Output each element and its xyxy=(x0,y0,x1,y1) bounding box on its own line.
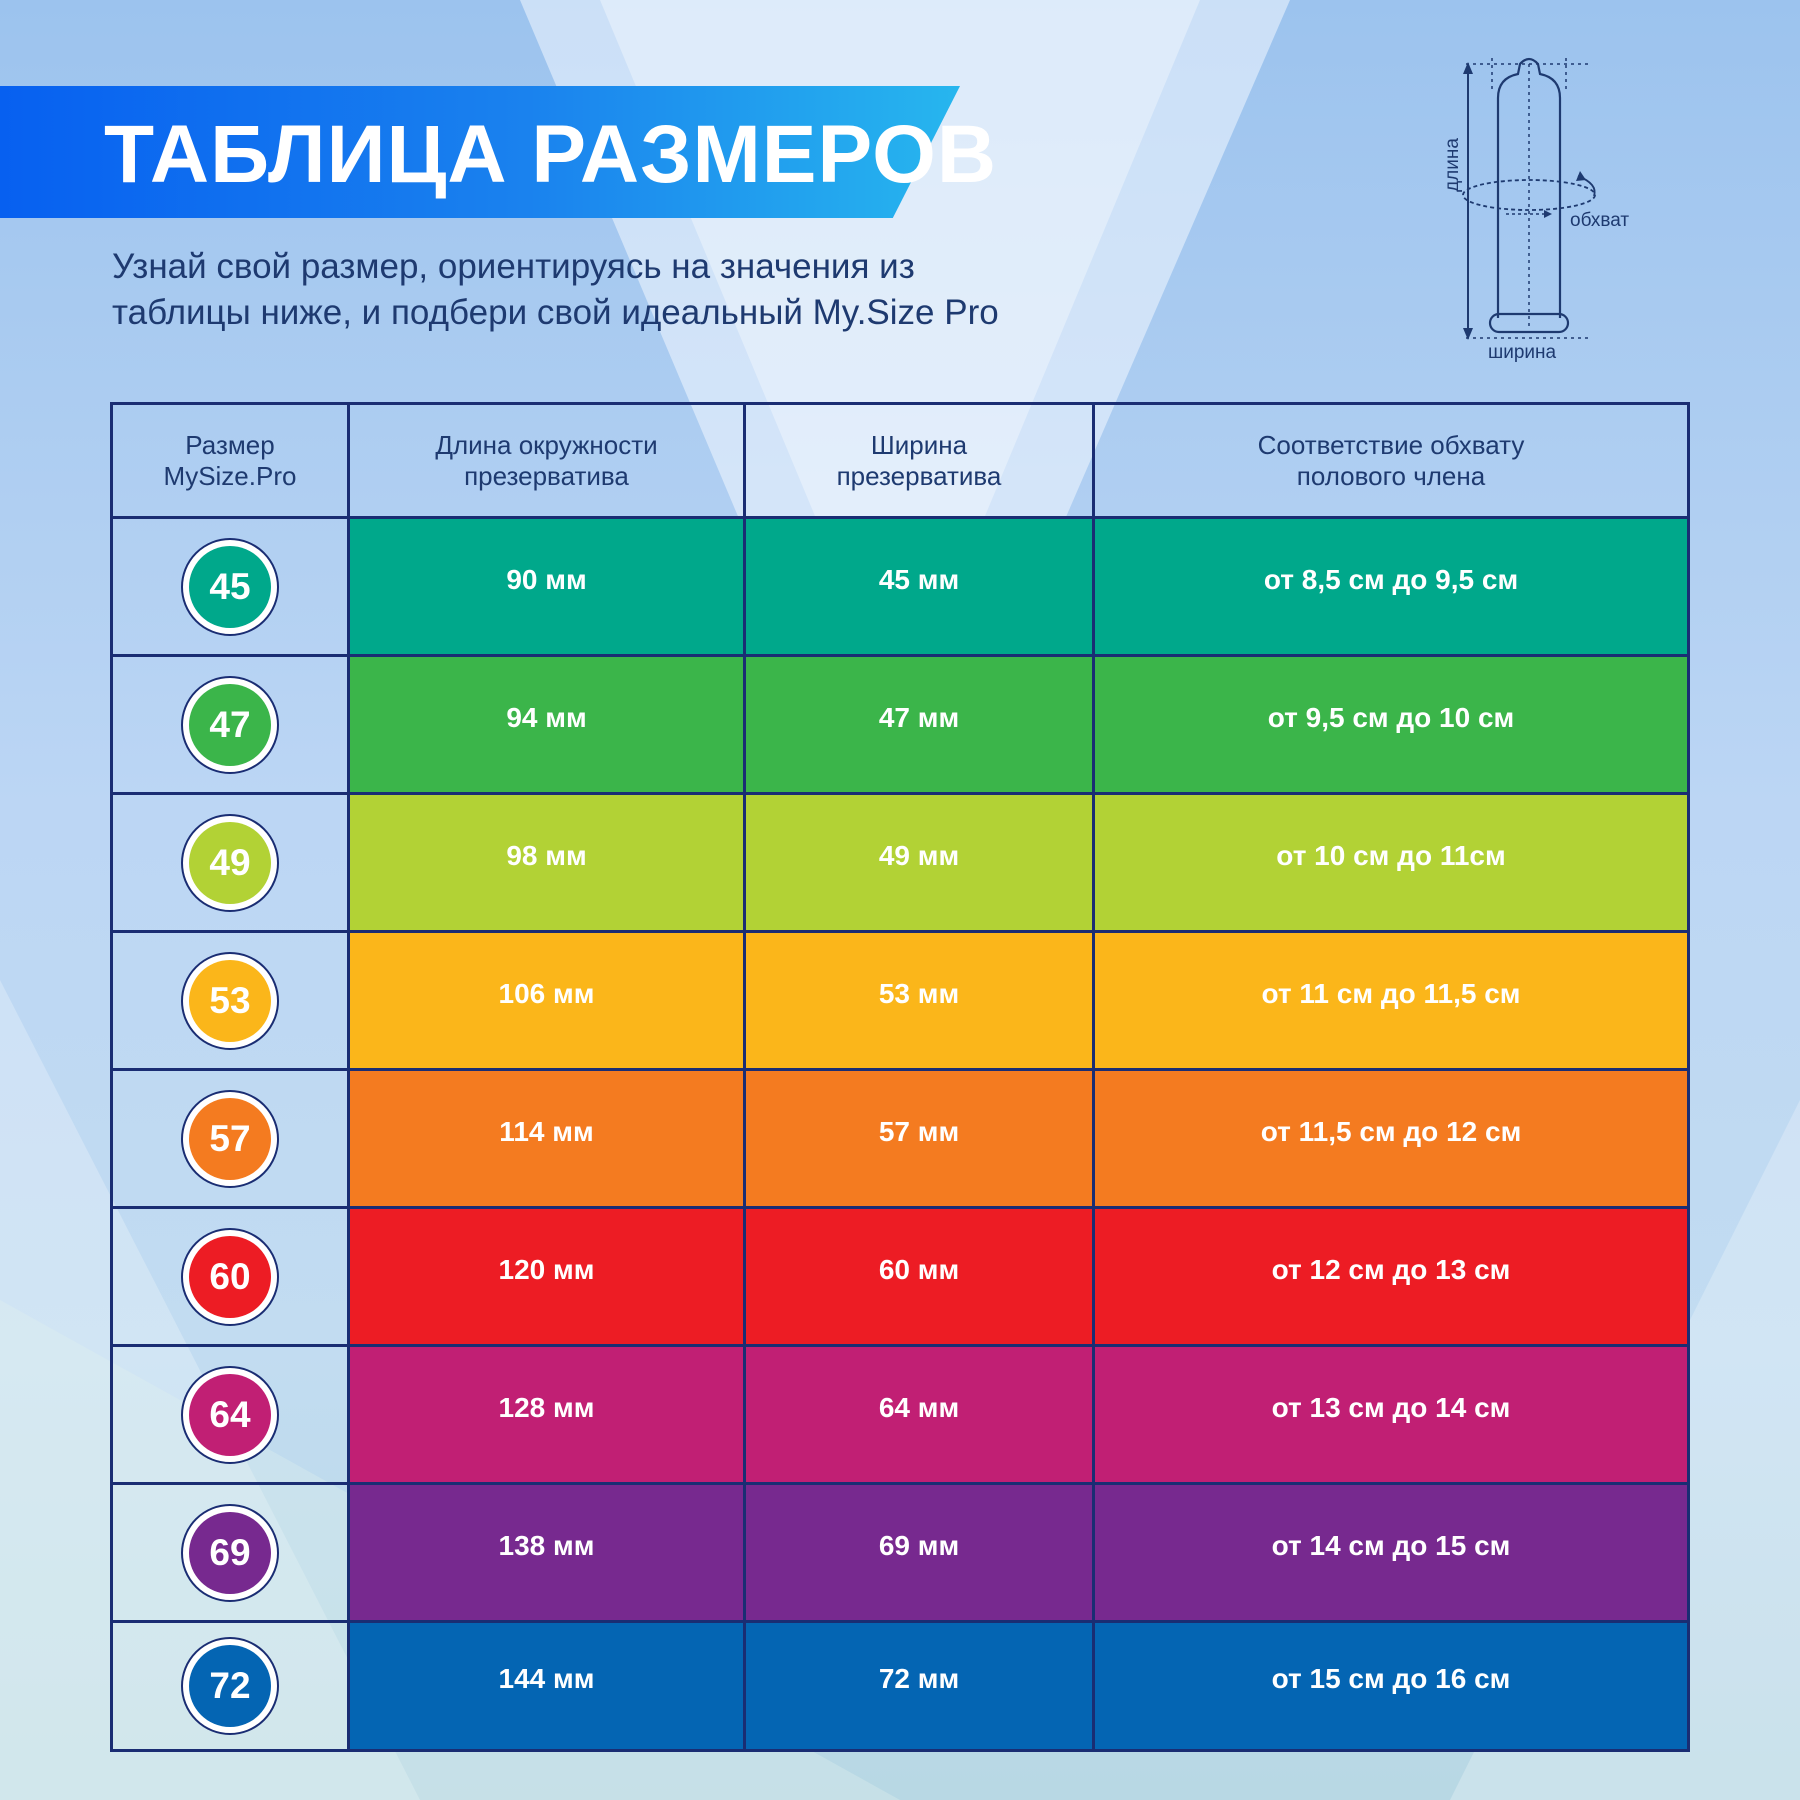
width-cell: 69 мм xyxy=(746,1485,1092,1620)
header-size: Размер MySize.Pro xyxy=(113,405,347,516)
girth-cell: от 15 см до 16 см xyxy=(1095,1623,1687,1749)
size-badge: 64 xyxy=(181,1365,279,1464)
size-badge-value: 49 xyxy=(189,821,271,904)
width-cell: 60 мм xyxy=(746,1209,1092,1344)
table-header-row: Размер MySize.Pro Длина окружности презе… xyxy=(113,405,1687,519)
width-cell: 53 мм xyxy=(746,933,1092,1068)
row-divider xyxy=(113,1344,1687,1347)
girth-cell: от 10 см до 11см xyxy=(1095,795,1687,930)
subtitle: Узнай свой размер, ориентируясь на значе… xyxy=(112,244,1132,336)
size-cell: 47 xyxy=(113,657,347,792)
girth-cell: от 9,5 см до 10 см xyxy=(1095,657,1687,792)
header-girth-line-1: Соответствие обхвату xyxy=(1257,429,1525,460)
table-row: 45 90 мм 45 мм от 8,5 см до 9,5 см xyxy=(113,519,1687,657)
table-row: 69 138 мм 69 мм от 14 см до 15 см xyxy=(113,1485,1687,1623)
diagram-girth-label: обхват xyxy=(1570,210,1630,231)
girth-cell: от 12 см до 13 см xyxy=(1095,1209,1687,1344)
size-badge-value: 60 xyxy=(189,1235,271,1318)
column-divider xyxy=(347,405,350,1749)
circumference-cell: 114 мм xyxy=(350,1071,743,1206)
size-badge-value: 64 xyxy=(189,1373,271,1456)
header-circumference-line-1: Длина окружности xyxy=(435,429,658,460)
size-cell: 72 xyxy=(113,1623,347,1749)
header-size-line-2: MySize.Pro xyxy=(163,460,297,491)
circumference-cell: 106 мм xyxy=(350,933,743,1068)
size-badge: 47 xyxy=(181,675,279,774)
header-size-line-1: Размер xyxy=(185,429,275,460)
row-divider xyxy=(113,1206,1687,1209)
girth-cell: от 8,5 см до 9,5 см xyxy=(1095,519,1687,654)
size-cell: 45 xyxy=(113,519,347,654)
row-divider xyxy=(113,1482,1687,1485)
circumference-cell: 98 мм xyxy=(350,795,743,930)
girth-cell: от 13 см до 14 см xyxy=(1095,1347,1687,1482)
size-badge-value: 72 xyxy=(189,1645,271,1727)
circumference-cell: 94 мм xyxy=(350,657,743,792)
table-row: 60 120 мм 60 мм от 12 см до 13 см xyxy=(113,1209,1687,1347)
table-row: 53 106 мм 53 мм от 11 см до 11,5 см xyxy=(113,933,1687,1071)
size-badge: 60 xyxy=(181,1227,279,1326)
row-divider xyxy=(113,1620,1687,1623)
header-width-line-1: Ширина xyxy=(870,429,968,460)
size-cell: 60 xyxy=(113,1209,347,1344)
width-cell: 57 мм xyxy=(746,1071,1092,1206)
size-badge: 72 xyxy=(181,1637,279,1735)
width-cell: 47 мм xyxy=(746,657,1092,792)
header-girth-line-2: полового члена xyxy=(1296,460,1486,491)
row-divider xyxy=(113,930,1687,933)
header-circumference: Длина окружности презерватива xyxy=(350,405,743,516)
size-cell: 53 xyxy=(113,933,347,1068)
girth-cell: от 14 см до 15 см xyxy=(1095,1485,1687,1620)
size-badge-value: 57 xyxy=(189,1097,271,1180)
size-badge-value: 53 xyxy=(189,959,271,1042)
size-badge: 49 xyxy=(181,813,279,912)
column-divider xyxy=(743,405,746,1749)
header-width: Ширина презерватива xyxy=(746,405,1092,516)
table-row: 57 114 мм 57 мм от 11,5 см до 12 см xyxy=(113,1071,1687,1209)
size-cell: 69 xyxy=(113,1485,347,1620)
size-badge: 53 xyxy=(181,951,279,1050)
table-row: 47 94 мм 47 мм от 9,5 см до 10 см xyxy=(113,657,1687,795)
size-badge-value: 69 xyxy=(189,1511,271,1594)
header-circumference-line-2: презерватива xyxy=(464,460,629,491)
size-table: Размер MySize.Pro Длина окружности презе… xyxy=(110,402,1690,1752)
circumference-cell: 90 мм xyxy=(350,519,743,654)
size-cell: 49 xyxy=(113,795,347,930)
title-banner xyxy=(0,86,960,218)
subtitle-line-1: Узнай свой размер, ориентируясь на значе… xyxy=(112,247,915,286)
circumference-cell: 128 мм xyxy=(350,1347,743,1482)
circumference-cell: 144 мм xyxy=(350,1623,743,1749)
header-width-line-2: презерватива xyxy=(836,460,1002,491)
condom-outline-icon xyxy=(1462,57,1596,340)
row-divider xyxy=(113,1068,1687,1071)
circumference-cell: 120 мм xyxy=(350,1209,743,1344)
size-badge-value: 45 xyxy=(189,545,271,628)
column-divider xyxy=(1092,405,1095,1749)
width-cell: 49 мм xyxy=(746,795,1092,930)
table-row: 72 144 мм 72 мм от 15 см до 16 см xyxy=(113,1623,1687,1749)
size-badge: 45 xyxy=(181,537,279,636)
table-row: 64 128 мм 64 мм от 13 см до 14 см xyxy=(113,1347,1687,1485)
subtitle-line-2: таблицы ниже, и подбери свой идеальный M… xyxy=(112,293,999,332)
size-badge: 57 xyxy=(181,1089,279,1188)
diagram-length-label: длина xyxy=(1441,138,1463,192)
girth-cell: от 11 см до 11,5 см xyxy=(1095,933,1687,1068)
page-title: ТАБЛИЦА РАЗМЕРОВ xyxy=(104,109,998,200)
measurement-diagram: длина обхват ширина xyxy=(1438,50,1658,380)
header-girth: Соответствие обхвату полового члена xyxy=(1095,405,1687,516)
width-cell: 72 мм xyxy=(746,1623,1092,1749)
width-cell: 45 мм xyxy=(746,519,1092,654)
diagram-width-label: ширина xyxy=(1488,342,1557,363)
size-badge: 69 xyxy=(181,1503,279,1602)
width-cell: 64 мм xyxy=(746,1347,1092,1482)
girth-cell: от 11,5 см до 12 см xyxy=(1095,1071,1687,1206)
row-divider xyxy=(113,654,1687,657)
size-cell: 57 xyxy=(113,1071,347,1206)
size-badge-value: 47 xyxy=(189,683,271,766)
row-divider xyxy=(113,792,1687,795)
table-row: 49 98 мм 49 мм от 10 см до 11см xyxy=(113,795,1687,933)
size-cell: 64 xyxy=(113,1347,347,1482)
circumference-cell: 138 мм xyxy=(350,1485,743,1620)
